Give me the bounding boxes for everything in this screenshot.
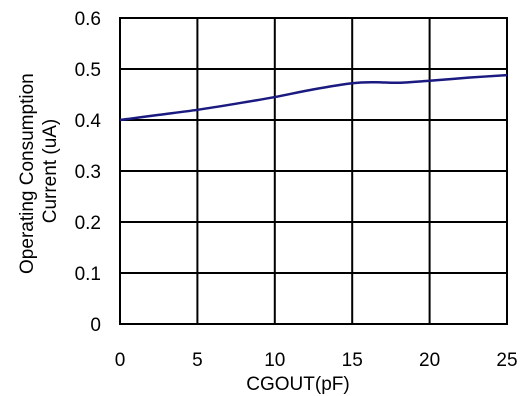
grid: [120, 18, 507, 324]
y-tick-label: 0.2: [75, 213, 101, 234]
y-tick-label: 0.5: [75, 60, 101, 81]
y-tick-labels: 0 0.1 0.2 0.3 0.4 0.5 0.6: [75, 9, 102, 336]
x-tick-labels: 0 5 10 15 20 25: [115, 350, 518, 371]
series-line: [120, 75, 507, 120]
x-tick-label: 0: [115, 350, 126, 371]
x-tick-label: 20: [419, 350, 440, 371]
y-tick-label: 0.3: [75, 162, 101, 183]
x-tick-label: 15: [342, 350, 363, 371]
y-tick-label: 0.1: [75, 264, 101, 285]
y-tick-label: 0: [90, 315, 101, 336]
x-tick-label: 5: [192, 350, 203, 371]
y-axis-title-line-2: Current (uA): [40, 119, 61, 224]
y-tick-label: 0.4: [75, 111, 102, 132]
x-axis-title: CGOUT(pF): [246, 374, 349, 395]
x-tick-label: 10: [264, 350, 285, 371]
y-axis-title: Operating Consumption Current (uA): [17, 68, 61, 274]
y-tick-label: 0.6: [75, 9, 101, 30]
x-tick-label: 25: [496, 350, 517, 371]
y-axis-title-line-1: Operating Consumption: [17, 73, 38, 274]
series-layer: [120, 75, 507, 120]
